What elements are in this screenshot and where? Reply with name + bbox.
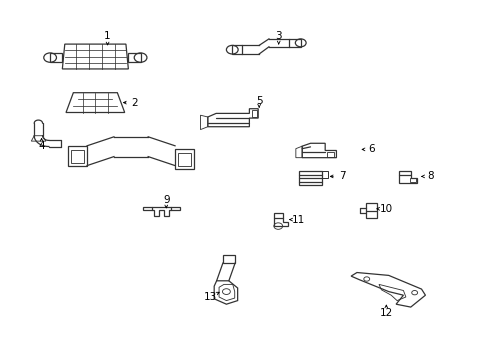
Bar bbox=[409, 178, 415, 182]
Text: 12: 12 bbox=[379, 308, 392, 318]
Text: 4: 4 bbox=[38, 141, 45, 151]
Bar bbox=[175, 149, 193, 169]
Text: 8: 8 bbox=[426, 171, 433, 181]
Bar bbox=[366, 203, 376, 218]
Bar bbox=[68, 146, 87, 166]
Text: 10: 10 bbox=[379, 204, 392, 214]
Bar bbox=[298, 171, 322, 185]
Bar bbox=[223, 255, 235, 263]
Text: 1: 1 bbox=[104, 31, 111, 41]
Bar bbox=[251, 110, 256, 117]
Text: 9: 9 bbox=[163, 195, 169, 205]
Bar bbox=[322, 171, 327, 178]
Text: 2: 2 bbox=[131, 98, 138, 108]
Text: 7: 7 bbox=[338, 171, 345, 181]
Text: 13: 13 bbox=[203, 292, 217, 302]
Text: 11: 11 bbox=[291, 215, 305, 225]
Text: 5: 5 bbox=[255, 96, 262, 106]
Bar bbox=[71, 150, 84, 163]
Text: 6: 6 bbox=[367, 144, 374, 154]
Bar bbox=[326, 152, 333, 157]
Bar bbox=[178, 153, 190, 166]
Text: 3: 3 bbox=[275, 31, 282, 41]
